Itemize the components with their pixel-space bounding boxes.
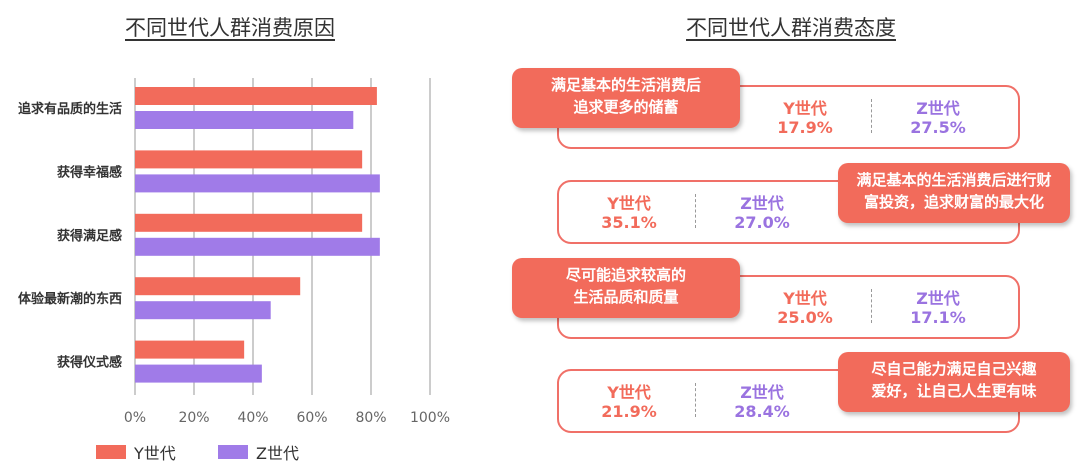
attitude-3-tag: 尽可能追求较高的 生活品质和质量 [512, 258, 740, 318]
attitude-4-z-label: Z世代 [740, 383, 784, 402]
x-tick-label-4: 80% [355, 410, 386, 426]
x-tick-label-5: 100% [410, 410, 450, 426]
x-tick-label-0: 0% [124, 410, 146, 426]
attitude-4-y-label: Y世代 [607, 383, 651, 402]
attitude-3-divider [871, 289, 872, 323]
legend-label-y: Y世代 [134, 444, 176, 463]
bar-chart: 0% 20% 40% 60% 80% 100% 追求有品质的生活获得幸福感获得满足感体验最新… [18, 78, 450, 426]
legend-swatch-z [218, 445, 248, 459]
attitude-2-z-label: Z世代 [740, 194, 784, 213]
left-chart-title: 不同世代人群消费原因 [125, 16, 335, 40]
attitude-4-z-stat: Z世代 28.4% [717, 383, 807, 421]
attitude-2-y-value: 35.1% [601, 213, 657, 232]
attitude-1-y-label: Y世代 [783, 99, 827, 118]
attitude-1-tag: 满足基本的生活消费后 追求更多的储蓄 [512, 68, 740, 128]
attitude-3-z-value: 17.1% [910, 308, 966, 327]
right-panel-title: 不同世代人群消费态度 [686, 16, 896, 40]
attitude-1-z-label: Z世代 [916, 99, 960, 118]
x-tick-label-1: 20% [178, 410, 209, 426]
attitude-1-z-stat: Z世代 27.5% [893, 99, 983, 137]
attitude-2-z-stat: Z世代 27.0% [717, 194, 807, 232]
attitude-2-tag: 满足基本的生活消费后进行财 富投资，追求财富的最大化 [838, 163, 1070, 223]
attitude-1-divider [871, 99, 872, 133]
attitude-4-z-value: 28.4% [734, 402, 790, 421]
legend-label-z: Z世代 [256, 444, 299, 463]
attitude-4-y-stat: Y世代 21.9% [584, 383, 674, 421]
bar-z-3 [135, 237, 380, 256]
attitude-1-y-stat: Y世代 17.9% [760, 99, 850, 137]
bar-z-2 [135, 174, 380, 193]
attitude-2-z-value: 27.0% [734, 213, 790, 232]
category-label-2: 获得幸福感 [57, 164, 122, 180]
bar-y-1 [135, 87, 377, 105]
category-label-1: 追求有品质的生活 [18, 101, 122, 117]
bar-z-5 [135, 364, 262, 383]
category-label-5: 获得仪式感 [57, 355, 122, 371]
attitude-3-z-stat: Z世代 17.1% [893, 289, 983, 327]
bar-y-4 [135, 277, 301, 296]
bar-y-3 [135, 213, 363, 232]
attitude-3-y-stat: Y世代 25.0% [760, 289, 850, 327]
attitude-3-tag-text: 尽可能追求较高的 生活品质和质量 [565, 266, 686, 306]
attitude-3-z-label: Z世代 [916, 289, 960, 308]
bar-z-4 [135, 301, 271, 320]
bar-y-5 [135, 340, 245, 359]
bar-y-2 [135, 150, 363, 169]
attitude-4-y-value: 21.9% [601, 402, 657, 421]
legend-item-y: Y世代 [96, 440, 176, 464]
attitude-2-y-stat: Y世代 35.1% [584, 194, 674, 232]
attitude-4-divider [695, 383, 696, 417]
attitude-4-tag-text: 尽自己能力满足自己兴趣 爱好，让自己人生更有味 [871, 360, 1037, 400]
attitude-2-y-label: Y世代 [607, 194, 651, 213]
attitude-3-y-value: 25.0% [777, 308, 833, 327]
legend-swatch-y [96, 445, 126, 459]
attitude-1-tag-text: 满足基本的生活消费后 追求更多的储蓄 [550, 76, 701, 116]
x-tick-label-2: 40% [237, 410, 268, 426]
category-label-4: 体验最新潮的东西 [18, 291, 122, 307]
attitude-4-tag: 尽自己能力满足自己兴趣 爱好，让自己人生更有味 [838, 352, 1070, 412]
attitude-2-tag-text: 满足基本的生活消费后进行财 富投资，追求财富的最大化 [856, 171, 1052, 211]
attitude-1-y-value: 17.9% [777, 118, 833, 137]
category-label-3: 获得满足感 [57, 228, 122, 244]
bar-z-1 [135, 111, 354, 129]
x-tick-label-3: 60% [296, 410, 327, 426]
legend-item-z: Z世代 [218, 440, 299, 464]
attitude-2-divider [695, 194, 696, 228]
attitude-1-z-value: 27.5% [910, 118, 966, 137]
attitude-3-y-label: Y世代 [783, 289, 827, 308]
